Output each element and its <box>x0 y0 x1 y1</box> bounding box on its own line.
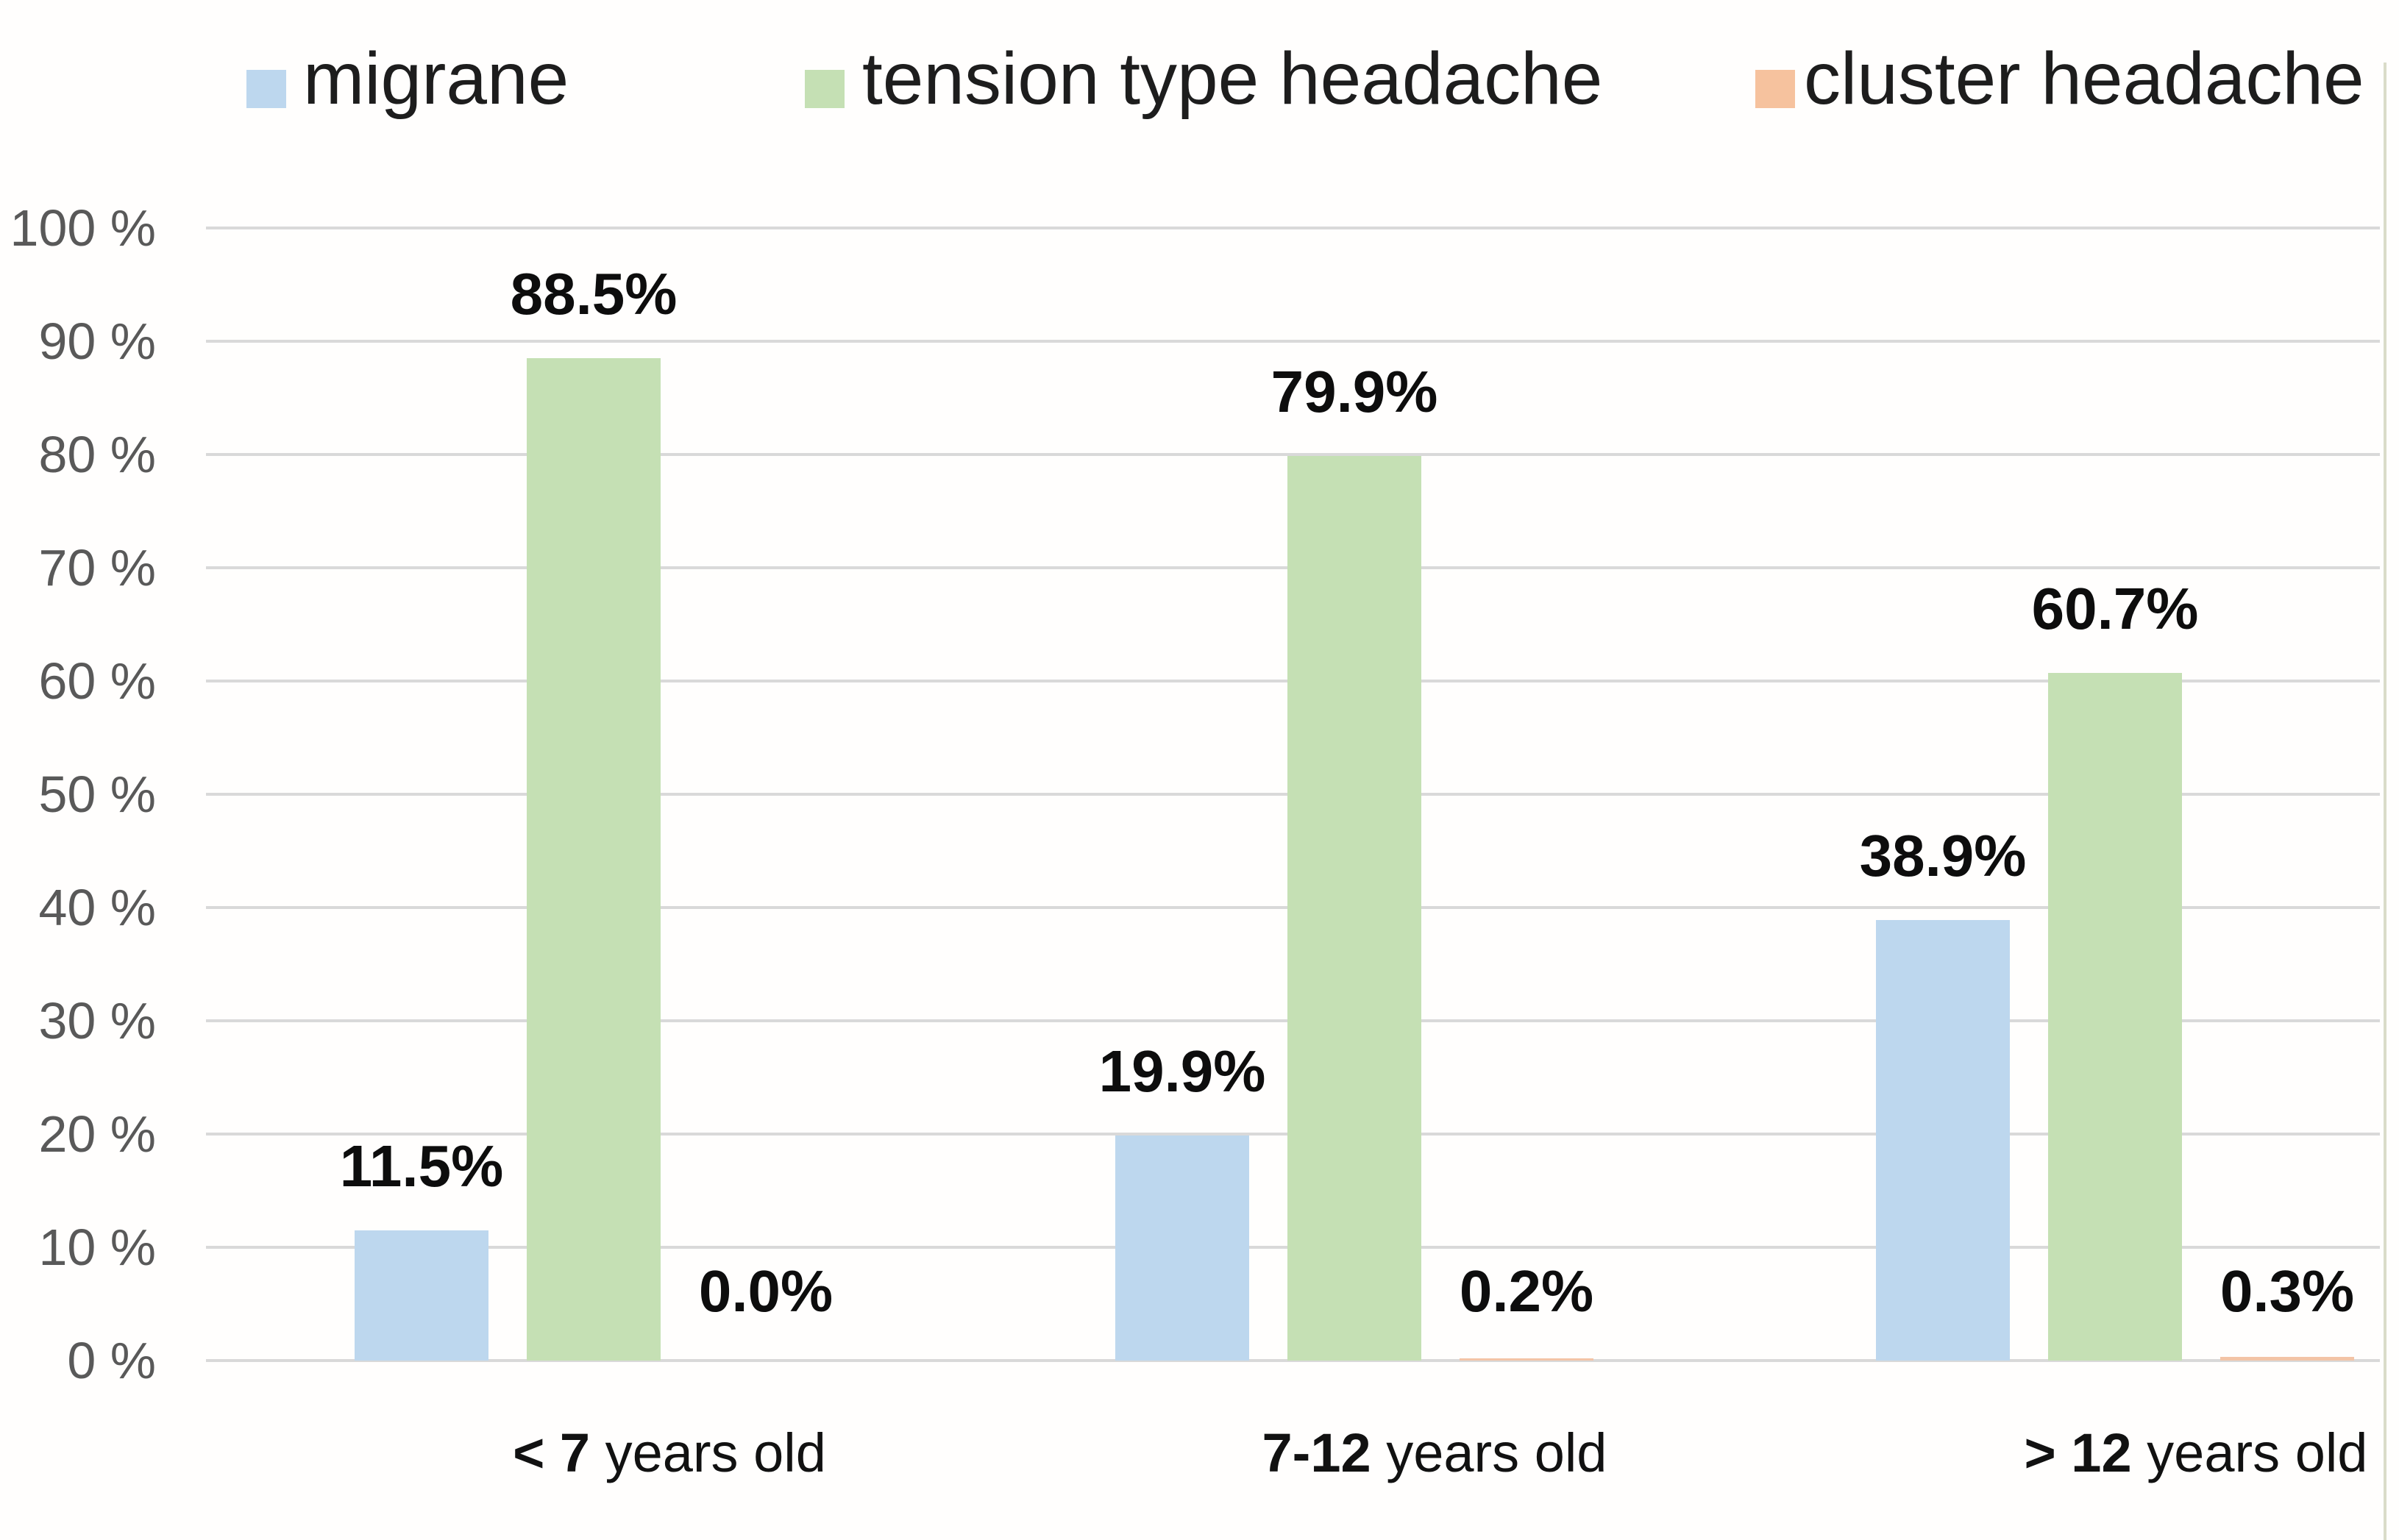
x-axis-label-rest: years old <box>2131 1422 2368 1483</box>
bar-migrane-group3 <box>1876 920 2010 1361</box>
legend-swatch-migrane <box>246 70 286 108</box>
y-axis-tick-label: 40 % <box>38 879 156 936</box>
legend-swatch-cluster-headache <box>1755 70 1795 108</box>
bar-migrane-group2 <box>1115 1136 1249 1361</box>
legend-label-migrane: migrane <box>303 38 569 120</box>
x-axis-label-bold: 7-12 <box>1262 1422 1371 1483</box>
gridline-0 <box>206 1359 2380 1362</box>
data-label-tension-type-headache-group2: 79.9% <box>1270 359 1438 424</box>
legend-label-tension-type-headache: tension type headache <box>862 38 1603 120</box>
data-label-migrane-group1: 11.5% <box>339 1133 504 1199</box>
bar-cluster-headache-group3 <box>2220 1357 2354 1361</box>
x-axis-label-rest: years old <box>590 1422 826 1483</box>
x-axis-label-group3: > 12 years old <box>1938 1424 2399 1483</box>
bar-cluster-headache-group2 <box>1460 1358 1593 1361</box>
data-label-cluster-headache-group2: 0.2% <box>1459 1258 1594 1324</box>
data-label-tension-type-headache-group1: 88.5% <box>510 261 678 327</box>
x-axis-label-group1: < 7 years old <box>412 1424 927 1483</box>
x-axis-label-bold: > 12 <box>2024 1422 2132 1483</box>
y-axis-tick-label: 50 % <box>38 766 156 823</box>
data-label-migrane-group3: 38.9% <box>1859 823 2027 888</box>
bar-migrane-group1 <box>355 1230 488 1361</box>
y-axis-tick-label: 20 % <box>38 1105 156 1163</box>
data-label-tension-type-headache-group3: 60.7% <box>2031 576 2199 641</box>
y-axis-tick-label: 0 % <box>67 1332 156 1389</box>
x-axis-label-bold: < 7 <box>513 1422 591 1483</box>
bar-tension-type-headache-group3 <box>2048 673 2182 1361</box>
gridline-100 <box>206 227 2380 229</box>
y-axis-tick-label: 90 % <box>38 313 156 370</box>
y-axis-tick-label: 100 % <box>10 199 156 257</box>
bar-tension-type-headache-group1 <box>527 358 661 1361</box>
x-axis-label-group2: 7-12 years old <box>1177 1424 1692 1483</box>
y-axis-tick-label: 10 % <box>38 1219 156 1276</box>
y-axis-tick-label: 70 % <box>38 539 156 596</box>
y-axis-tick-label: 80 % <box>38 426 156 483</box>
y-axis-tick-label: 30 % <box>38 992 156 1049</box>
x-axis-label-rest: years old <box>1371 1422 1607 1483</box>
legend-swatch-tension-type-headache <box>805 70 845 108</box>
data-label-cluster-headache-group1: 0.0% <box>698 1258 834 1324</box>
gridline-90 <box>206 340 2380 343</box>
data-label-cluster-headache-group3: 0.3% <box>2219 1258 2355 1324</box>
legend-label-cluster-headache: cluster headache <box>1804 38 2364 120</box>
data-label-migrane-group2: 19.9% <box>1098 1038 1266 1104</box>
right-edge-line <box>2384 63 2386 1540</box>
bar-tension-type-headache-group2 <box>1287 456 1421 1361</box>
gridline-80 <box>206 453 2380 456</box>
y-axis-tick-label: 60 % <box>38 652 156 710</box>
